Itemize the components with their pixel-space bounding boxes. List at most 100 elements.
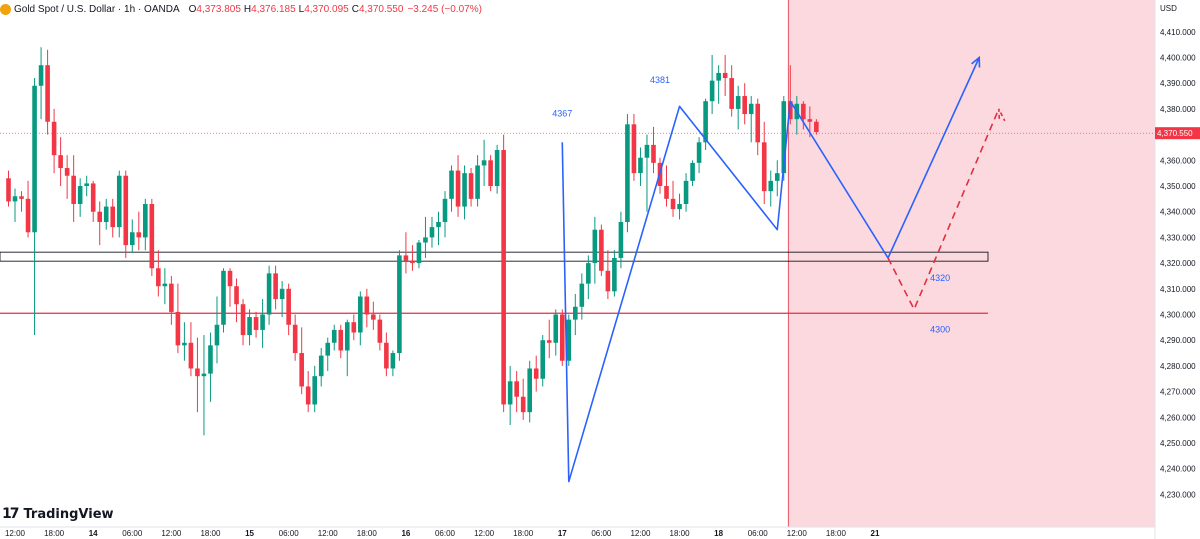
candle-body xyxy=(149,203,155,269)
open-label: O xyxy=(188,3,197,15)
time-tick-label: 06:00 xyxy=(435,529,456,538)
candle xyxy=(175,283,181,354)
candle xyxy=(169,275,174,325)
candle xyxy=(423,216,428,258)
candle-body xyxy=(221,270,226,325)
high-label: H xyxy=(243,3,252,15)
level-layer xyxy=(0,132,1155,314)
candle xyxy=(299,327,304,395)
candle xyxy=(761,121,767,204)
candle-body xyxy=(579,283,585,307)
candle-body xyxy=(227,270,233,287)
candle xyxy=(58,137,63,186)
candle xyxy=(670,180,676,217)
support-zone-box[interactable] xyxy=(0,251,989,262)
candle xyxy=(156,250,161,297)
candle xyxy=(227,268,233,307)
candle-body xyxy=(208,345,213,374)
low-value: 4,370.095 xyxy=(304,3,349,15)
candle xyxy=(221,268,226,333)
candle xyxy=(755,98,761,156)
candle xyxy=(25,180,31,238)
price-tick-label: 4,250.000 xyxy=(1160,439,1196,448)
candle xyxy=(292,314,298,361)
candle-body xyxy=(325,342,331,356)
candle xyxy=(468,168,474,207)
time-tick-label: 06:00 xyxy=(279,529,300,538)
candle-body xyxy=(429,227,435,238)
candle xyxy=(182,322,187,361)
candle xyxy=(318,347,324,387)
drawings-layer xyxy=(561,55,1006,483)
candle-body xyxy=(260,314,265,330)
candles-layer xyxy=(6,47,819,436)
candle-body xyxy=(742,96,747,115)
price-axis[interactable]: USD 4,230.000 4,240.000 4,250.000 4,260.000 4… xyxy=(1154,0,1200,539)
candle-body xyxy=(507,381,513,405)
candle xyxy=(742,83,747,125)
candle-body xyxy=(156,268,161,287)
candle-body xyxy=(716,72,721,81)
price-annotation: 4300 xyxy=(930,324,950,334)
candle xyxy=(45,49,50,135)
candle xyxy=(520,378,526,420)
candle xyxy=(344,319,350,377)
candle-body xyxy=(266,273,272,315)
candle-body xyxy=(25,198,31,233)
candle-body xyxy=(90,183,96,212)
projection-arrowhead xyxy=(997,108,1006,122)
candle xyxy=(709,54,715,115)
candle-body xyxy=(559,314,565,361)
time-tick-label: 15 xyxy=(245,529,254,538)
candle-body xyxy=(774,173,780,181)
candle-body xyxy=(273,273,278,300)
candle-body xyxy=(501,150,506,405)
candle xyxy=(397,250,402,361)
candle xyxy=(651,126,656,174)
candle-body xyxy=(175,311,181,346)
candle-body xyxy=(683,180,689,204)
candle xyxy=(690,160,695,186)
candle-body xyxy=(644,144,650,158)
candle xyxy=(566,314,572,366)
candle xyxy=(579,273,585,320)
candle xyxy=(449,165,454,212)
price-tick-label: 4,310.000 xyxy=(1160,285,1196,294)
symbol-title[interactable]: Gold Spot / U.S. Dollar · 1h · OANDA xyxy=(14,3,180,15)
forecast-zone-layer xyxy=(787,0,1155,527)
candle-body xyxy=(462,173,467,207)
candle-body xyxy=(670,198,676,210)
candle xyxy=(97,201,103,246)
candle-body xyxy=(631,124,637,174)
candle-body xyxy=(455,170,461,207)
candle xyxy=(677,193,682,220)
candle xyxy=(214,296,220,364)
candle-body xyxy=(19,196,24,199)
time-axis[interactable]: 12:00 18:00 14 06:00 12:00 18:00 15 06:00 12:00 1… xyxy=(0,526,1155,538)
candle xyxy=(240,299,246,346)
candle xyxy=(84,175,89,197)
candle xyxy=(735,85,741,130)
candle-body xyxy=(625,124,630,222)
candle-body xyxy=(32,85,37,233)
candle-body xyxy=(696,142,702,163)
price-tick-label: 4,340.000 xyxy=(1160,208,1196,217)
candle-body xyxy=(514,381,519,397)
candle-body xyxy=(299,353,304,387)
close-label: C xyxy=(351,3,359,15)
candle xyxy=(696,137,702,174)
candle xyxy=(403,232,409,274)
candle-body xyxy=(781,101,787,174)
symbol-header: Gold Spot / U.S. Dollar · 1h · OANDA O 4… xyxy=(0,2,482,16)
candle-body xyxy=(709,80,715,102)
candle-body xyxy=(71,175,76,204)
candle xyxy=(501,134,506,413)
candle-body xyxy=(573,306,578,320)
candle-body xyxy=(527,368,532,413)
candle xyxy=(123,170,129,258)
price-tick-label: 4,280.000 xyxy=(1160,362,1196,371)
candle xyxy=(586,255,591,300)
tradingview-logo[interactable]: 17 TradingView xyxy=(2,506,114,522)
candle-body xyxy=(169,283,174,312)
